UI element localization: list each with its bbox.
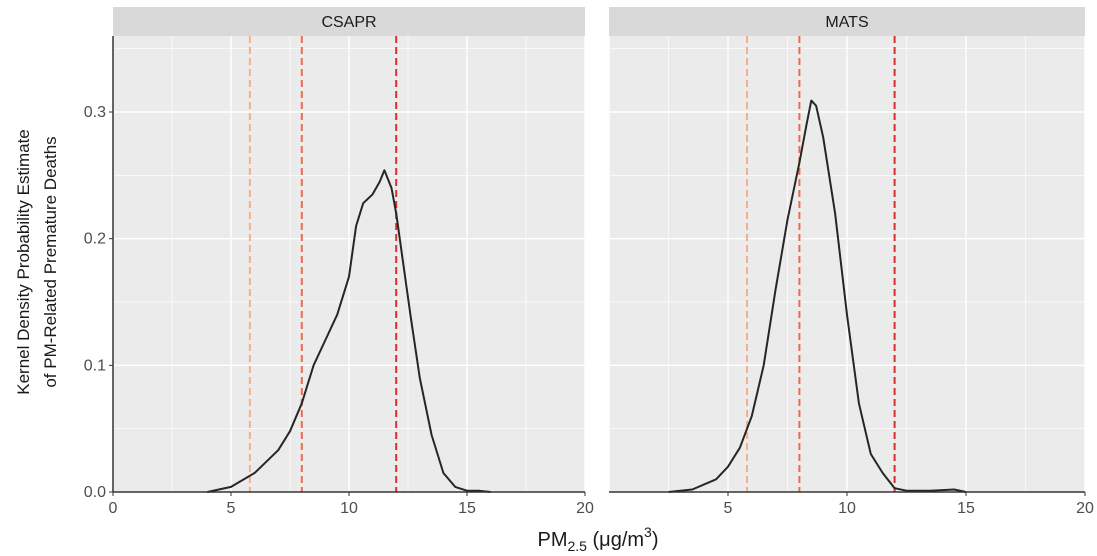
x-tick-label: 20 (576, 500, 594, 517)
x-tick-label: 0 (109, 500, 118, 517)
x-tick-label: 15 (458, 500, 476, 517)
x-axis-title: PM2.5 (μg/m3) (537, 524, 658, 554)
x-tick-label: 10 (340, 500, 358, 517)
facet-strip (113, 7, 585, 36)
facet-label: CSAPR (321, 14, 376, 31)
x-tick-label: 15 (957, 500, 975, 517)
facet-strip (609, 7, 1085, 36)
density-curve-mats (668, 99, 967, 493)
facet-panels: CSAPR 0 5 10 15 20 0.0 0.1 0.2 0.3 MATS 5 10 15 20 (84, 7, 1094, 517)
panel-mats: MATS 5 10 15 20 (608, 7, 1094, 517)
panel-csapr: CSAPR 0 5 10 15 20 0.0 0.1 0.2 0.3 (84, 7, 594, 517)
x-tick-label: 10 (838, 500, 856, 517)
x-tick-label: 20 (1076, 500, 1094, 517)
y-axis-title-line1: Kernel Density Probability Estimate (14, 129, 33, 395)
y-tick-label: 0.1 (84, 357, 106, 374)
y-tick-label: 0.0 (84, 484, 106, 501)
facet-label: MATS (825, 14, 868, 31)
y-tick-label: 0.2 (84, 231, 106, 248)
y-tick-label: 0.3 (84, 104, 106, 121)
y-axis-title-line2: of PM-Related Premature Deaths (41, 136, 60, 387)
x-tick-label: 5 (724, 500, 733, 517)
density-curve-csapr (207, 169, 491, 493)
x-tick-label: 5 (227, 500, 236, 517)
